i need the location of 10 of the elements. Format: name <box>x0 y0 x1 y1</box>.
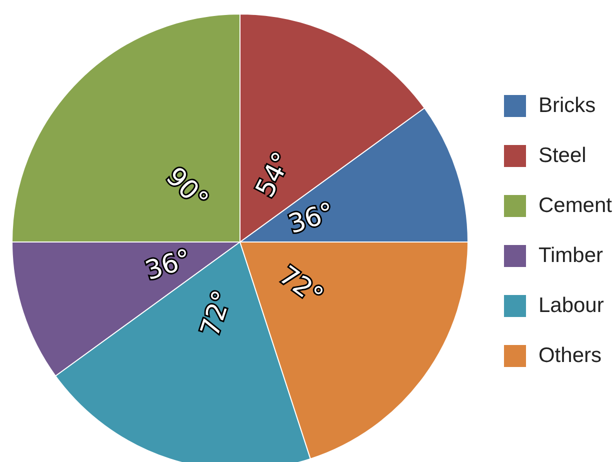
legend-label: Steel <box>538 143 586 169</box>
legend-label: Timber <box>538 243 604 269</box>
data-label: 90° <box>160 162 214 216</box>
data-label: 36° <box>142 244 195 287</box>
legend-label: Others <box>538 343 602 369</box>
data-label: 72° <box>195 287 238 340</box>
data-label: 72° <box>273 260 328 312</box>
legend-label: Labour <box>538 293 604 319</box>
legend-label: Bricks <box>538 93 596 119</box>
legend-label: Cement <box>538 193 612 219</box>
